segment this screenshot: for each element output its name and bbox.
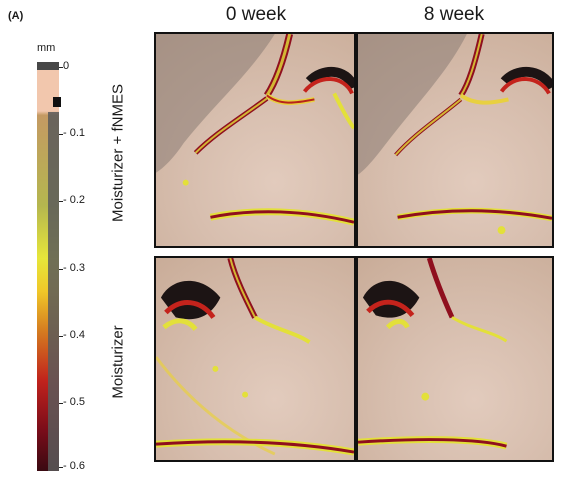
colorbar-tick-1: - 0.1 <box>63 127 86 139</box>
row-label-moisturizer-fnmes: Moisturizer + fNMES <box>109 84 127 222</box>
column-header-0-week: 0 week <box>225 4 287 25</box>
colorbar-tick-line <box>59 336 63 337</box>
colorbar-tick-3: - 0.3 <box>63 262 86 274</box>
colorbar-tick-line <box>59 269 63 270</box>
colorbar-tick-line <box>59 201 63 202</box>
face-image-fnmes-week8 <box>356 32 554 248</box>
face-image-fnmes-week0 <box>154 32 356 248</box>
colorbar-tick-0: 0 <box>63 60 70 72</box>
colorbar-tick-line <box>59 403 63 404</box>
colorbar-tick-2: - 0.2 <box>63 194 86 206</box>
row-label-moisturizer: Moisturizer <box>109 325 127 399</box>
column-header-8-week: 8 week <box>423 4 485 25</box>
colorbar-tick-line <box>59 467 63 468</box>
colorbar-tick-6: - 0.6 <box>63 460 86 472</box>
panel-label: (A) <box>8 10 24 22</box>
colorbar-unit: mm <box>37 42 56 54</box>
colorbar-tick-line <box>59 134 63 135</box>
colorbar-tick-line <box>59 67 63 68</box>
colorbar-tick-5: - 0.5 <box>63 396 86 408</box>
colorbar <box>37 62 59 471</box>
colorbar-tick-4: - 0.4 <box>63 329 86 341</box>
face-image-moisturizer-week8 <box>356 256 554 462</box>
colorbar-marker <box>53 97 61 107</box>
face-image-moisturizer-week0 <box>154 256 356 462</box>
